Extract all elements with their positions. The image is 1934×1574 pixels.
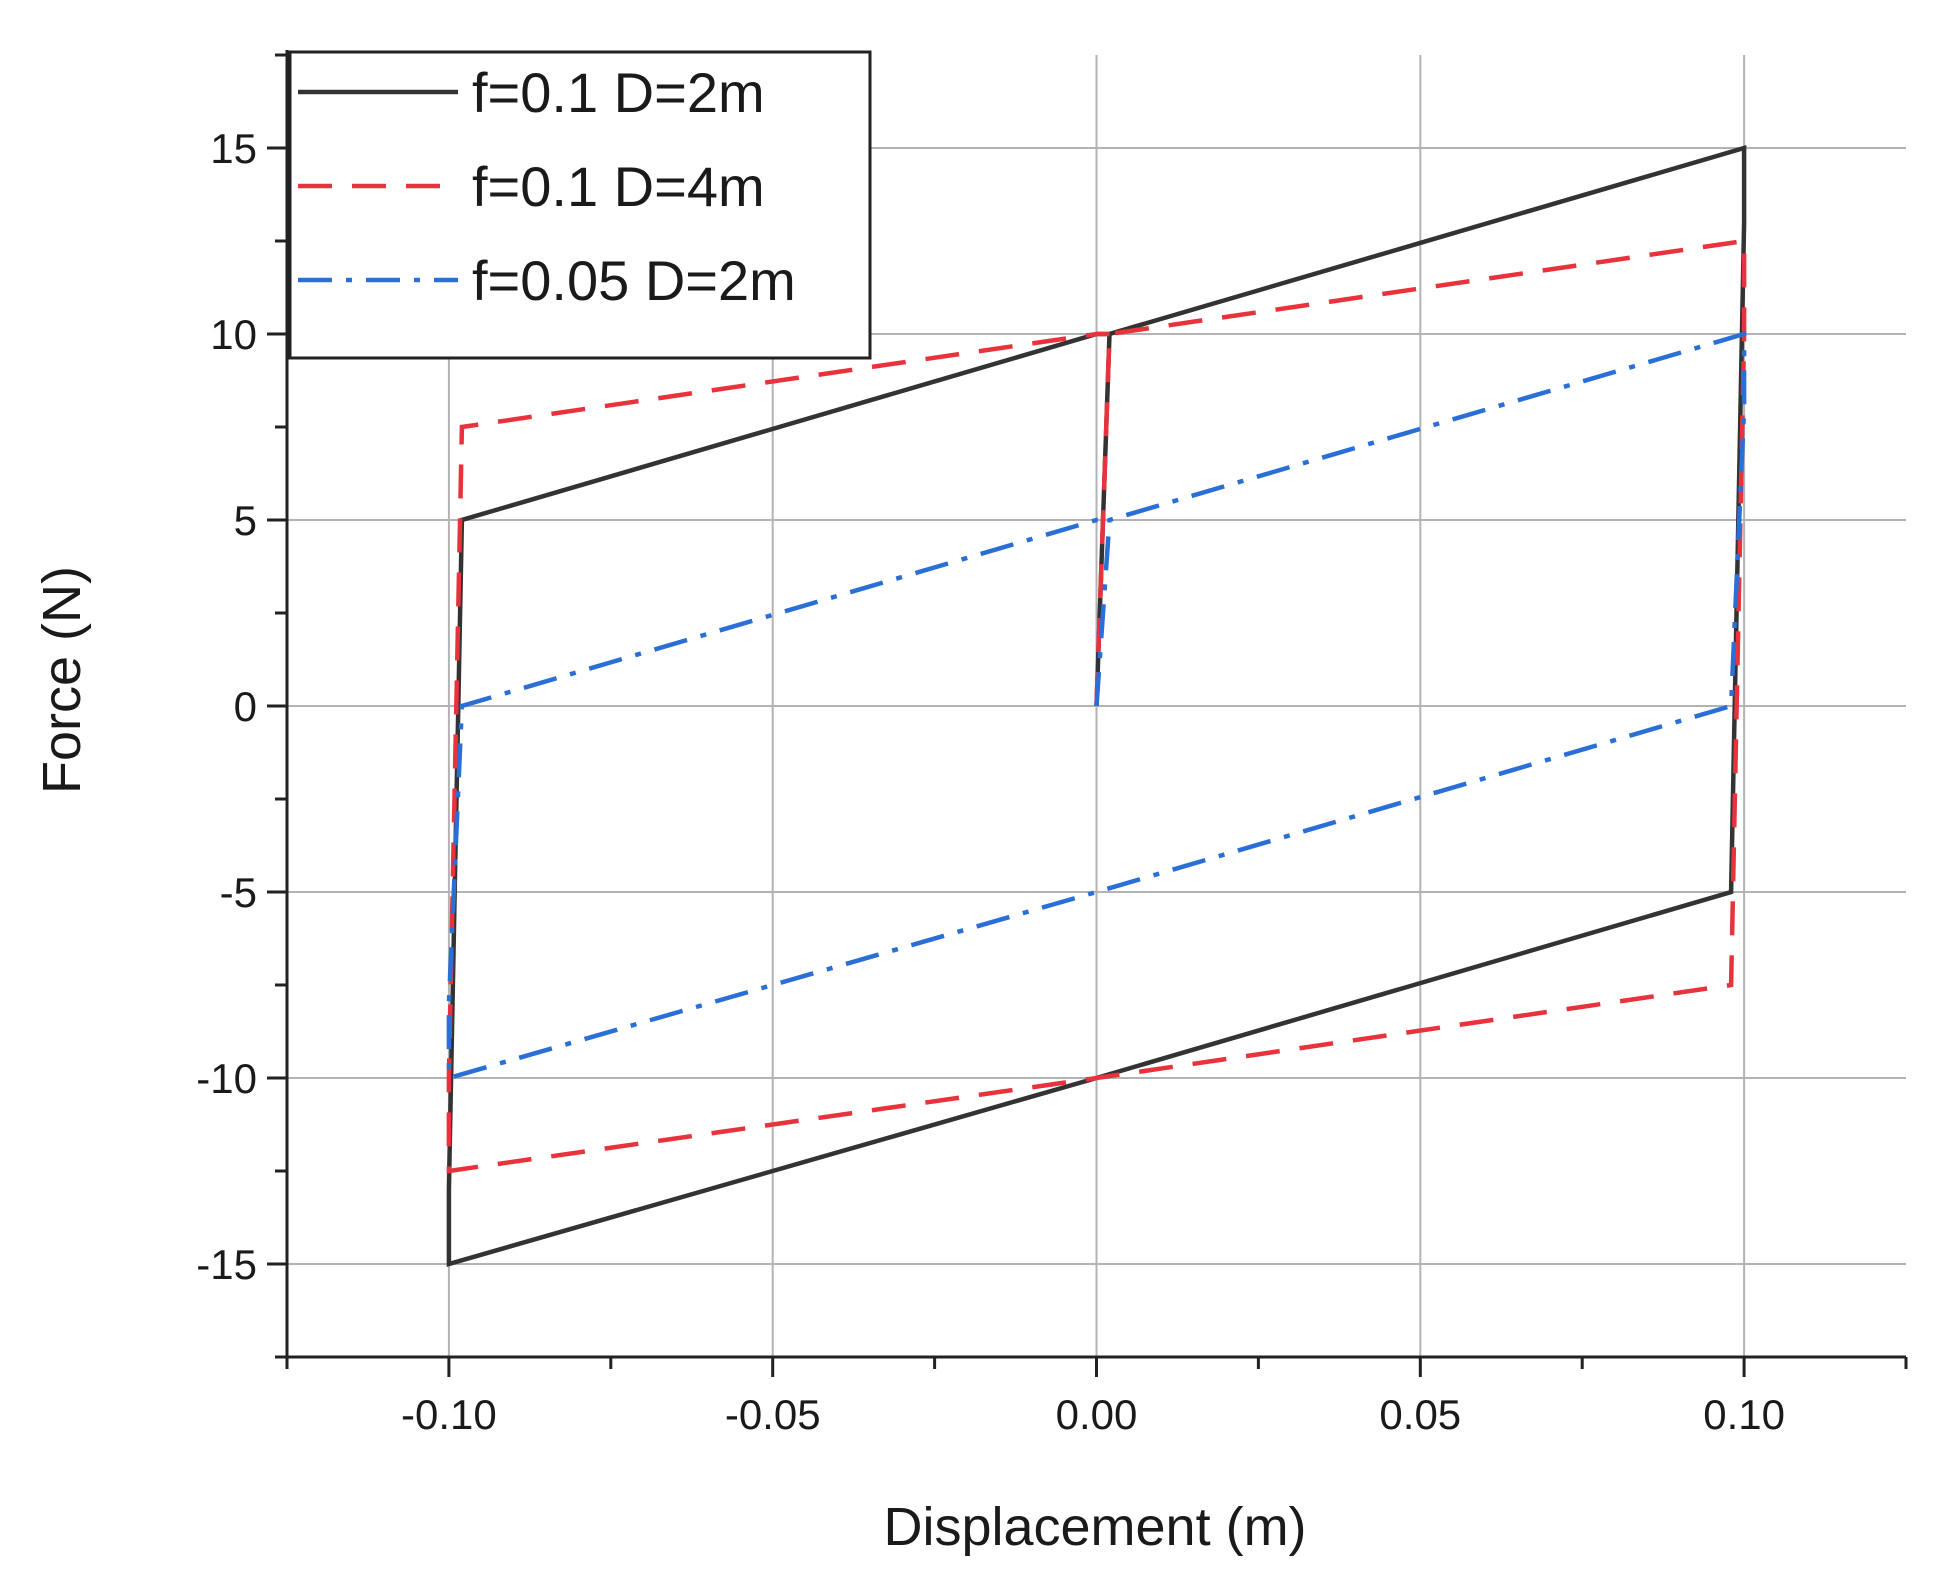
- y-tick-label: 15: [210, 125, 257, 172]
- legend-box: [288, 50, 872, 360]
- y-tick-label: 5: [234, 497, 257, 544]
- legend-label: f=0.05 D=2m: [472, 249, 796, 312]
- x-tick-label: -0.10: [401, 1391, 497, 1438]
- y-tick-label: 0: [234, 683, 257, 730]
- series-line-2: [446, 238, 1747, 1174]
- y-tick-label: -10: [196, 1055, 257, 1102]
- x-tick-label: 0.00: [1056, 1391, 1138, 1438]
- x-tick-label: -0.05: [725, 1391, 821, 1438]
- series-layer: [446, 144, 1747, 1267]
- x-tick-label: 0.05: [1379, 1391, 1461, 1438]
- y-tick-label: -5: [220, 869, 257, 916]
- ticks: -0.10 -0.05 0.00 0.05 0.10 15 10 5 0 -5 -10 -15: [196, 53, 1908, 1438]
- x-tick-label: 0.10: [1703, 1391, 1785, 1438]
- y-axis-title: Force (N): [32, 566, 92, 794]
- legend-label: f=0.1 D=2m: [472, 61, 765, 124]
- x-axis-title: Displacement (m): [883, 1497, 1306, 1557]
- y-tick-label: -15: [196, 1241, 257, 1288]
- legend-label: f=0.1 D=4m: [472, 155, 765, 218]
- series-line-3: [446, 330, 1747, 1081]
- y-tick-label: 10: [210, 311, 257, 358]
- legend: f=0.1 D=2m f=0.1 D=4m f=0.05 D=2m: [288, 50, 872, 360]
